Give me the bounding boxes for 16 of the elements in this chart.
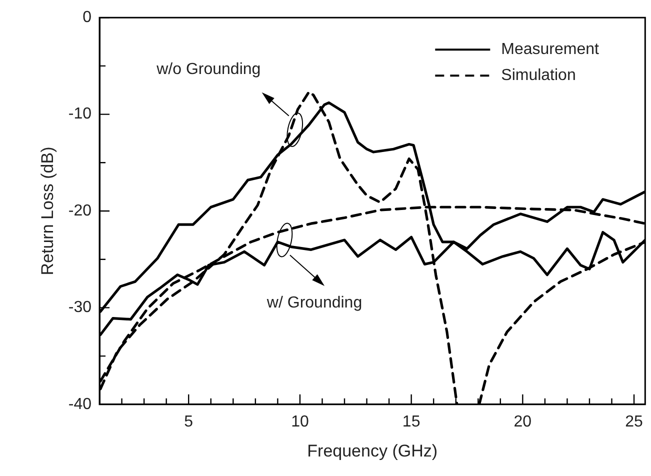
x-tick-label: 20 — [514, 413, 532, 430]
y-tick-label: -40 — [68, 396, 92, 413]
y-tick-label: -10 — [68, 106, 92, 123]
y-tick-label: 0 — [82, 9, 92, 26]
x-tick-label: 10 — [291, 413, 309, 430]
x-tick-label: 25 — [625, 413, 644, 430]
x-tick-label: 5 — [184, 413, 194, 430]
legend-label: Measurement — [501, 41, 600, 58]
annotation: w/ Grounding — [266, 294, 362, 312]
x-axis-title: Frequency (GHz) — [307, 441, 438, 460]
y-tick-label: -20 — [68, 202, 92, 220]
legend-label: Simulation — [501, 67, 576, 84]
annotation: w/o Grounding — [156, 61, 261, 78]
x-tick-label: 15 — [402, 413, 420, 430]
y-tick-label: -30 — [68, 299, 92, 316]
y-axis-title: Return Loss (dB) — [38, 146, 57, 276]
